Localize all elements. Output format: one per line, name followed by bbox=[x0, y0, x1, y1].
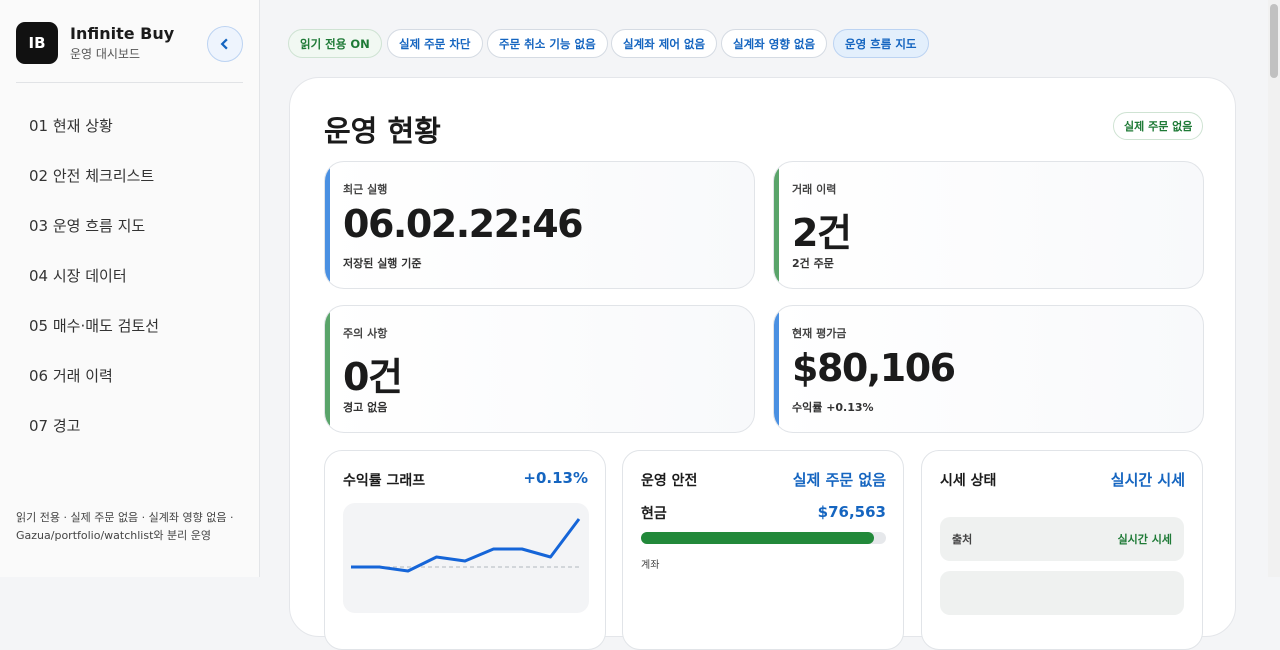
nav-item[interactable]: 01 현재 상황 bbox=[29, 117, 113, 135]
chip[interactable]: 읽기 전용 ON bbox=[288, 29, 382, 58]
chip[interactable]: 실계좌 영향 없음 bbox=[721, 29, 828, 58]
cash-value: $76,563 bbox=[817, 503, 886, 521]
stat-value: 06.02.22:46 bbox=[343, 202, 584, 246]
chip[interactable]: 실제 주문 차단 bbox=[387, 29, 483, 58]
divider bbox=[16, 82, 243, 83]
stat-accent bbox=[774, 306, 779, 432]
stat-card: 현재 평가금 $80,106 수익률 +0.13% bbox=[773, 305, 1204, 433]
chip[interactable]: 실계좌 제어 없음 bbox=[611, 29, 718, 58]
nav-item[interactable]: 05 매수·매도 검토선 bbox=[29, 317, 159, 335]
nav-item[interactable]: 07 경고 bbox=[29, 417, 81, 435]
scroll-thumb[interactable] bbox=[1270, 4, 1278, 78]
market-panel: 시세 상태 실시간 시세 출처 실시간 시세 bbox=[921, 450, 1203, 650]
profit-chart bbox=[343, 503, 589, 613]
sidebar: IB Infinite Buy 운영 대시보드 01 현재 상황 02 안전 체크… bbox=[0, 0, 260, 577]
nav-item[interactable]: 03 운영 흐름 지도 bbox=[29, 217, 146, 235]
safety-status: 실제 주문 없음 bbox=[792, 471, 886, 489]
market-row bbox=[940, 571, 1184, 615]
nav-item[interactable]: 06 거래 이력 bbox=[29, 367, 113, 385]
stat-value: 0건 bbox=[343, 355, 403, 399]
cash-track bbox=[641, 532, 886, 544]
nav-item[interactable]: 04 시장 데이터 bbox=[29, 267, 127, 285]
stat-note: 2건 주문 bbox=[792, 257, 834, 270]
stat-accent bbox=[774, 162, 779, 288]
profit-value: +0.13% bbox=[523, 469, 588, 487]
stat-value: $80,106 bbox=[792, 346, 956, 390]
chevron bbox=[220, 38, 228, 50]
stat-note: 경고 없음 bbox=[343, 401, 388, 414]
stat-card: 최근 실행 06.02.22:46 저장된 실행 기준 bbox=[324, 161, 755, 289]
chip[interactable]: 주문 취소 기능 없음 bbox=[487, 29, 608, 58]
row-value: 실시간 시세 bbox=[1117, 533, 1172, 546]
panel-title: 수익률 그래프 bbox=[343, 473, 426, 489]
stat-label: 거래 이력 bbox=[792, 183, 837, 196]
profit-line bbox=[351, 518, 581, 573]
profit-panel: 수익률 그래프 +0.13% bbox=[324, 450, 606, 650]
row-label: 출처 bbox=[952, 533, 973, 546]
stat-label: 최근 실행 bbox=[343, 183, 388, 196]
nav-item[interactable]: 02 안전 체크리스트 bbox=[29, 167, 155, 185]
panel-title: 시세 상태 bbox=[940, 473, 997, 489]
footer-line: Gazua/portfolio/watchlist와 분리 운영 bbox=[16, 529, 211, 542]
logo: IB bbox=[16, 22, 58, 64]
stat-card: 거래 이력 2건 2건 주문 bbox=[773, 161, 1204, 289]
stat-note: 수익률 +0.13% bbox=[792, 401, 874, 414]
stat-label: 현재 평가금 bbox=[792, 327, 847, 340]
stat-note: 저장된 실행 기준 bbox=[343, 257, 422, 270]
cash-bar bbox=[641, 532, 874, 544]
stat-label: 주의 사항 bbox=[343, 327, 388, 340]
account-label: 계좌 bbox=[641, 560, 660, 571]
brand-subtitle: 운영 대시보드 bbox=[70, 47, 141, 61]
stat-value: 2건 bbox=[792, 211, 852, 255]
chart-bg bbox=[343, 503, 589, 613]
cash-label: 현금 bbox=[641, 506, 667, 522]
market-status: 실시간 시세 bbox=[1110, 471, 1185, 489]
footer-line: 읽기 전용 · 실제 주문 없음 · 실계좌 영향 없음 · bbox=[16, 511, 234, 524]
panel-title: 운영 안전 bbox=[641, 473, 698, 489]
market-row: 출처 실시간 시세 bbox=[940, 517, 1184, 561]
stat-accent bbox=[325, 306, 330, 432]
brand-title: Infinite Buy bbox=[70, 24, 175, 43]
overview-card: 운영 현황 실제 주문 없음 최근 실행 06.02.22:46 저장된 실행 기준… bbox=[289, 77, 1236, 650]
chip[interactable]: 운영 흐름 지도 bbox=[833, 29, 929, 58]
collapse-button[interactable] bbox=[207, 26, 243, 62]
overview-title: 운영 현황 bbox=[324, 114, 441, 148]
scrollbar[interactable] bbox=[1268, 0, 1280, 577]
stat-accent bbox=[325, 162, 330, 288]
safety-panel: 운영 안전 실제 주문 없음 현금 $76,563 계좌 bbox=[622, 450, 904, 650]
overview-badge: 실제 주문 없음 bbox=[1113, 112, 1204, 140]
